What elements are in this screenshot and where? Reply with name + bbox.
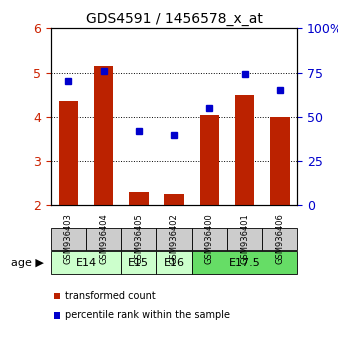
Text: E17.5: E17.5 [229, 258, 261, 268]
Text: GSM936404: GSM936404 [99, 213, 108, 264]
Text: GSM936400: GSM936400 [205, 213, 214, 264]
Bar [235, 95, 254, 205]
Text: GSM936401: GSM936401 [240, 213, 249, 264]
Bar [200, 115, 219, 205]
Text: GSM936406: GSM936406 [275, 213, 284, 264]
Bar [94, 66, 113, 205]
Text: E16: E16 [164, 258, 185, 268]
Bar [129, 192, 148, 205]
Text: GSM936403: GSM936403 [64, 213, 73, 264]
Text: E14: E14 [75, 258, 97, 268]
Text: GSM936405: GSM936405 [134, 213, 143, 264]
Bar [270, 117, 290, 205]
Bar [164, 194, 184, 205]
Title: GDS4591 / 1456578_x_at: GDS4591 / 1456578_x_at [86, 12, 263, 26]
Bar [58, 101, 78, 205]
Text: transformed count: transformed count [65, 291, 156, 301]
Text: percentile rank within the sample: percentile rank within the sample [65, 310, 230, 320]
Text: age ▶: age ▶ [11, 258, 44, 268]
Text: GSM936402: GSM936402 [170, 213, 178, 264]
Text: E15: E15 [128, 258, 149, 268]
